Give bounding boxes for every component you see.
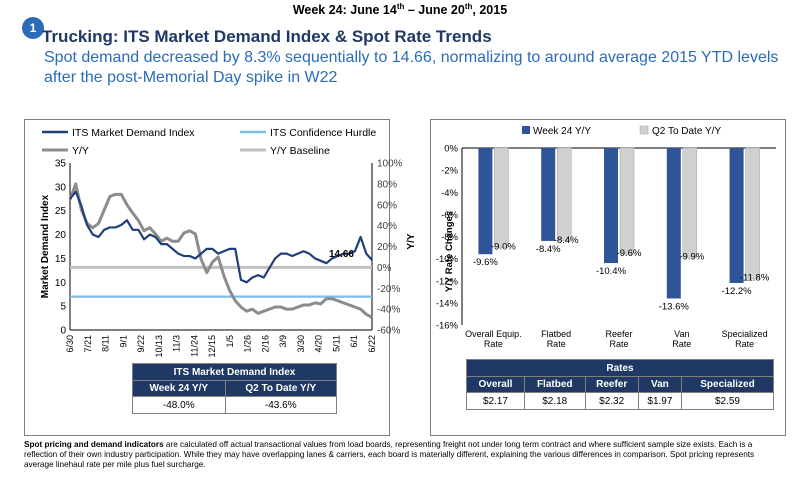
rates-table-title: Rates bbox=[466, 359, 774, 377]
right-y-axis-title: Y/Y bbox=[406, 233, 417, 249]
rates-table-header: Flatbed bbox=[523, 376, 586, 393]
page-title: Trucking: ITS Market Demand Index & Spot… bbox=[42, 27, 492, 46]
index-table-title: ITS Market Demand Index bbox=[132, 363, 337, 381]
rates-table-header: Reefer bbox=[584, 376, 639, 393]
rates-table-cell: $1.97 bbox=[637, 392, 682, 410]
rates-table: Rates Overall Flatbed Reefer Van Special… bbox=[466, 359, 775, 410]
rates-table-header: Specialized bbox=[680, 376, 775, 393]
section-number-badge: 1 bbox=[22, 17, 44, 39]
week-header: Week 24: June 14th – June 20th, 2015 bbox=[292, 2, 508, 18]
rates-table-header: Overall bbox=[466, 376, 525, 393]
index-table-cell: -48.0% bbox=[132, 396, 226, 414]
demand-index-panel bbox=[24, 119, 390, 436]
index-table-header: Q2 To Date Y/Y bbox=[224, 380, 338, 397]
rate-changes-panel bbox=[430, 119, 786, 436]
rates-table-cell: $2.18 bbox=[523, 392, 586, 410]
rates-table-cell: $2.17 bbox=[466, 392, 525, 410]
page-subtitle: Spot demand decreased by 8.3% sequential… bbox=[44, 49, 779, 86]
rates-table-cell: $2.32 bbox=[584, 392, 639, 410]
footnote: Spot pricing and demand indicators are c… bbox=[24, 440, 755, 469]
index-table: ITS Market Demand Index Week 24 Y/Y Q2 T… bbox=[132, 363, 338, 414]
index-table-header: Week 24 Y/Y bbox=[132, 380, 226, 397]
rates-table-header: Van bbox=[637, 376, 682, 393]
index-table-cell: -43.6% bbox=[224, 396, 338, 414]
rates-table-cell: $2.59 bbox=[680, 392, 775, 410]
